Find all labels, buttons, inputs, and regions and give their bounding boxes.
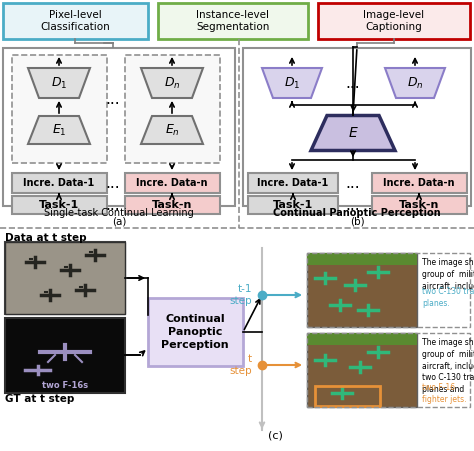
Text: $E_n$: $E_n$ bbox=[164, 123, 180, 138]
FancyBboxPatch shape bbox=[125, 55, 220, 163]
Text: two F-16s: two F-16s bbox=[42, 382, 88, 391]
Text: (a): (a) bbox=[112, 216, 126, 226]
Text: GT at t step: GT at t step bbox=[5, 394, 74, 404]
Text: ...: ... bbox=[346, 175, 360, 190]
Text: $D_1$: $D_1$ bbox=[284, 75, 300, 91]
FancyBboxPatch shape bbox=[248, 196, 338, 214]
Text: (c): (c) bbox=[267, 430, 283, 440]
FancyBboxPatch shape bbox=[307, 333, 417, 407]
FancyBboxPatch shape bbox=[307, 253, 417, 265]
Polygon shape bbox=[28, 116, 90, 144]
FancyBboxPatch shape bbox=[243, 48, 471, 206]
FancyBboxPatch shape bbox=[3, 48, 235, 206]
Text: $D_1$: $D_1$ bbox=[51, 75, 67, 91]
Text: $E$: $E$ bbox=[347, 126, 358, 140]
Text: Instance-level
Segmentation: Instance-level Segmentation bbox=[196, 10, 270, 32]
Polygon shape bbox=[141, 116, 203, 144]
Polygon shape bbox=[385, 68, 445, 98]
Text: (b): (b) bbox=[350, 216, 365, 226]
Polygon shape bbox=[141, 68, 203, 98]
FancyBboxPatch shape bbox=[318, 3, 470, 39]
FancyBboxPatch shape bbox=[125, 173, 220, 193]
Text: t-1
step: t-1 step bbox=[229, 284, 252, 306]
Text: ...: ... bbox=[106, 92, 120, 107]
Text: two F-16
fighter jets.: two F-16 fighter jets. bbox=[422, 383, 466, 404]
FancyBboxPatch shape bbox=[12, 173, 107, 193]
Text: The image shows a
group of  military
aircraft, including: The image shows a group of military airc… bbox=[422, 258, 474, 303]
FancyBboxPatch shape bbox=[5, 242, 125, 314]
Text: ...: ... bbox=[346, 75, 360, 91]
Text: Task-1: Task-1 bbox=[39, 200, 79, 210]
Text: two C-130 transport
planes.: two C-130 transport planes. bbox=[422, 287, 474, 308]
FancyBboxPatch shape bbox=[307, 253, 417, 327]
FancyBboxPatch shape bbox=[158, 3, 308, 39]
Polygon shape bbox=[311, 115, 395, 151]
Text: Incre. Data-n: Incre. Data-n bbox=[136, 178, 208, 188]
FancyBboxPatch shape bbox=[3, 3, 148, 39]
Text: Data at t step: Data at t step bbox=[5, 233, 87, 243]
FancyBboxPatch shape bbox=[372, 196, 467, 214]
FancyBboxPatch shape bbox=[125, 196, 220, 214]
Polygon shape bbox=[28, 68, 90, 98]
Text: Image-level
Captioning: Image-level Captioning bbox=[364, 10, 425, 32]
Text: Task-n: Task-n bbox=[399, 200, 439, 210]
Text: $D_n$: $D_n$ bbox=[164, 75, 180, 91]
Text: Continual
Panoptic
Perception: Continual Panoptic Perception bbox=[161, 314, 229, 350]
Text: Task-n: Task-n bbox=[152, 200, 192, 210]
FancyBboxPatch shape bbox=[12, 55, 107, 163]
Text: ...: ... bbox=[106, 198, 120, 212]
FancyBboxPatch shape bbox=[5, 318, 125, 393]
Text: Incre. Data-1: Incre. Data-1 bbox=[257, 178, 328, 188]
Text: t
step: t step bbox=[229, 354, 252, 376]
Polygon shape bbox=[262, 68, 322, 98]
FancyBboxPatch shape bbox=[12, 196, 107, 214]
Text: Continual Panoptic Perception: Continual Panoptic Perception bbox=[273, 208, 441, 218]
Text: Single-task Continual Learning: Single-task Continual Learning bbox=[44, 208, 194, 218]
FancyBboxPatch shape bbox=[248, 173, 338, 193]
Text: Incre. Data-n: Incre. Data-n bbox=[383, 178, 455, 188]
Text: Pixel-level
Classification: Pixel-level Classification bbox=[40, 10, 110, 32]
Text: $E_1$: $E_1$ bbox=[52, 123, 66, 138]
Text: The image shows a
group of  military
aircraft, including
two C-130 transport
pla: The image shows a group of military airc… bbox=[422, 338, 474, 394]
Text: ...: ... bbox=[106, 175, 120, 190]
Text: $D_n$: $D_n$ bbox=[407, 75, 423, 91]
Text: Incre. Data-1: Incre. Data-1 bbox=[23, 178, 95, 188]
FancyBboxPatch shape bbox=[372, 173, 467, 193]
FancyBboxPatch shape bbox=[5, 242, 125, 314]
FancyBboxPatch shape bbox=[148, 298, 243, 366]
Text: ...: ... bbox=[346, 198, 360, 212]
Text: Task-1: Task-1 bbox=[273, 200, 313, 210]
FancyBboxPatch shape bbox=[307, 333, 417, 345]
